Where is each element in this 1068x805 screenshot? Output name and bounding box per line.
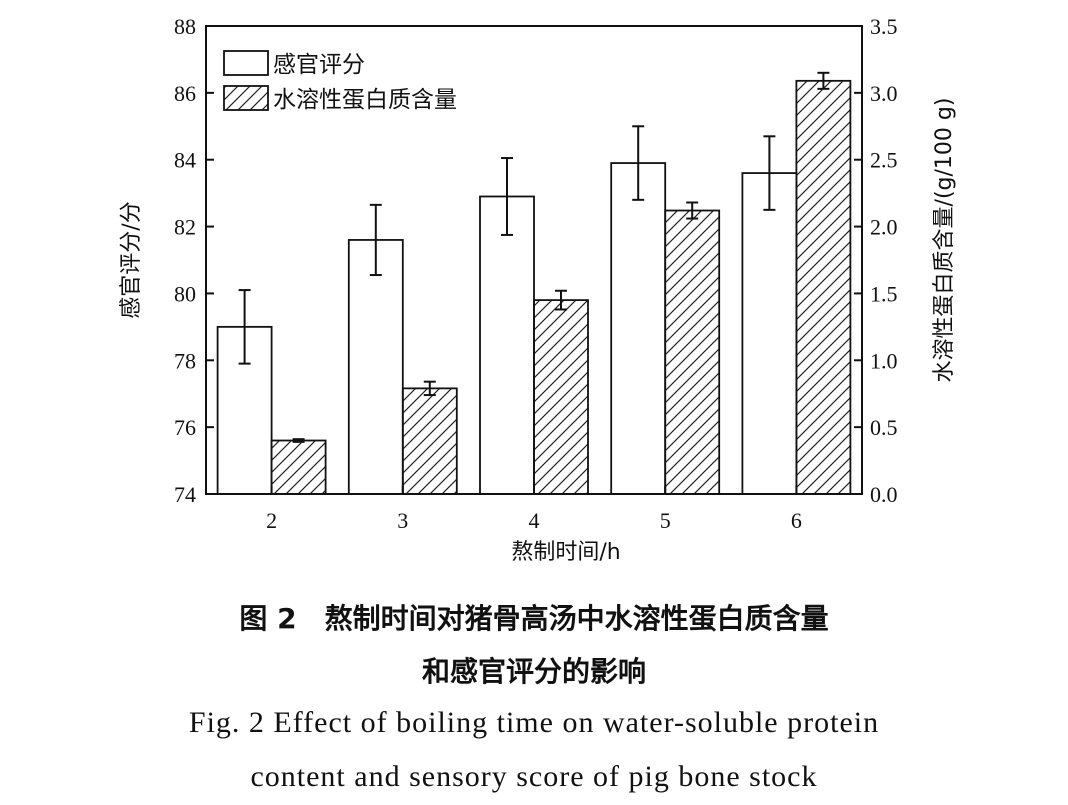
x-tick-label: 6 — [791, 508, 802, 533]
x-tick-label: 3 — [397, 508, 408, 533]
sensory-score-bar-4 — [479, 195, 535, 495]
right-y-axis-label: 水溶性蛋白质含量/(g/100 g) — [932, 98, 957, 383]
sensory-score-bar-5 — [610, 162, 667, 495]
protein-content-error-bar-3 — [423, 380, 436, 397]
x-tick-label: 4 — [529, 508, 540, 533]
protein-content-bar-6 — [795, 79, 852, 495]
sensory-score-error-bar-5 — [632, 125, 645, 201]
left-y-tick-label: 78 — [174, 348, 196, 373]
right-y-tick-label: 0.0 — [870, 482, 898, 507]
sensory-score-error-bar-3 — [369, 203, 382, 277]
caption-english-line-1: Fig. 2 Effect of boiling time on water-s… — [188, 706, 880, 739]
left-y-tick-label: 86 — [174, 81, 196, 106]
left-y-tick-label: 74 — [174, 482, 196, 507]
right-y-tick-label: 3.0 — [870, 81, 898, 106]
left-y-tick-label: 88 — [174, 14, 196, 39]
x-tick-label: 2 — [266, 508, 277, 533]
right-y-tick-label: 1.5 — [870, 281, 898, 306]
plot-area: 74 76 78 80 82 84 86 88 0.0 0.5 1.0 1.5 2.0 2.5 3.0 3.5… — [174, 14, 898, 533]
caption-chinese-line-2: 和感官评分的影响 — [421, 655, 646, 688]
legend-label-sensory-score: 感官评分 — [273, 52, 365, 78]
sensory-score-bar-3 — [347, 239, 404, 495]
left-y-axis-label: 感官评分/分 — [119, 201, 144, 318]
right-y-tick-label: 3.5 — [870, 14, 898, 39]
sensory-score-bar-6 — [741, 172, 798, 495]
sensory-score-error-bar-2 — [238, 289, 251, 365]
protein-content-error-bar-6 — [817, 71, 830, 90]
protein-content-bar-4 — [533, 299, 589, 495]
protein-content-error-bar-5 — [686, 201, 699, 220]
left-y-tick-label: 80 — [174, 281, 196, 306]
sensory-score-error-bar-6 — [763, 135, 776, 211]
legend-label-protein-content: 水溶性蛋白质含量 — [273, 87, 457, 113]
protein-content-bar-2 — [270, 439, 327, 495]
caption-english-line-2: content and sensory score of pig bone st… — [250, 760, 818, 793]
left-y-tick-label: 76 — [174, 415, 196, 440]
caption-chinese-line-1: 图 2 熬制时间对猪骨高汤中水溶性蛋白质含量 — [239, 602, 829, 635]
right-y-tick-label: 1.0 — [870, 348, 898, 373]
protein-content-error-bar-4 — [555, 289, 567, 311]
x-tick-label: 5 — [660, 508, 671, 533]
sensory-score-error-bar-4 — [501, 157, 513, 236]
right-y-tick-label: 2.0 — [870, 215, 898, 240]
bar-chart: 74 76 78 80 82 84 86 88 0.0 0.5 1.0 1.5 2.0 2.5 3.0 3.5… — [119, 14, 957, 565]
protein-content-bar-5 — [664, 209, 721, 495]
left-y-tick-label: 84 — [174, 148, 196, 173]
right-y-tick-label: 0.5 — [870, 415, 898, 440]
protein-content-bar-3 — [401, 387, 458, 495]
legend-swatch-protein-content — [223, 85, 269, 111]
left-y-tick-label: 82 — [174, 215, 196, 240]
x-axis-label: 熬制时间/h — [511, 540, 620, 565]
protein-content-error-bar-2 — [292, 438, 305, 443]
right-y-tick-label: 2.5 — [870, 148, 898, 173]
legend-swatch-sensory-score — [223, 50, 269, 76]
